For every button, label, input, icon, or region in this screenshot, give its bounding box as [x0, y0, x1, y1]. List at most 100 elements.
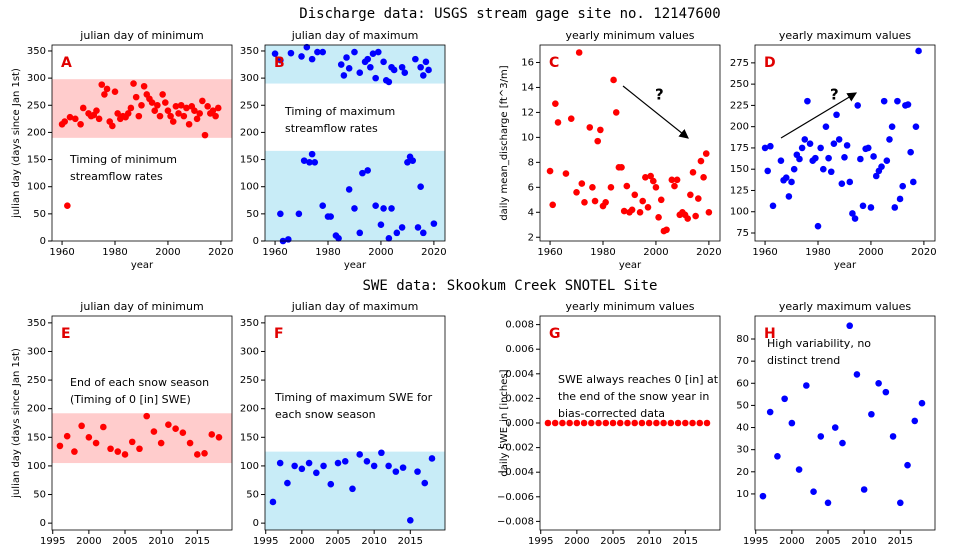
y-tick-label: 300	[27, 73, 46, 84]
y-tick-label: 275	[730, 58, 749, 69]
y-tick-label: 150	[27, 155, 46, 166]
point	[777, 157, 785, 164]
y-tick-label: 200	[27, 127, 46, 138]
x-tick-label: 2000	[155, 247, 180, 258]
point	[806, 140, 814, 147]
point	[414, 468, 421, 475]
y-tick-label: 100	[27, 182, 46, 193]
point	[372, 202, 379, 210]
point	[351, 48, 358, 56]
point	[345, 186, 353, 193]
arrow	[622, 85, 689, 139]
point	[314, 48, 321, 56]
point	[421, 479, 429, 487]
point	[781, 395, 788, 403]
y-tick-label: 2	[528, 232, 534, 243]
y-tick-label: 200	[730, 122, 749, 133]
x-tick-label: 2000	[643, 247, 668, 258]
y-tick-label: −0.006	[497, 492, 534, 503]
point	[71, 448, 78, 455]
y-tick-label: 50	[33, 209, 46, 220]
point	[804, 97, 811, 105]
point	[870, 153, 877, 160]
point	[363, 458, 371, 465]
x-tick-label: 2020	[208, 247, 233, 258]
point	[803, 382, 810, 389]
point	[180, 112, 188, 120]
point	[407, 516, 414, 524]
annotation: ?	[830, 86, 839, 104]
axes-frame	[51, 44, 233, 242]
axes-frame	[264, 44, 446, 242]
point	[554, 119, 562, 126]
point	[100, 423, 107, 431]
point	[668, 176, 676, 184]
point	[689, 169, 697, 176]
point	[567, 115, 575, 122]
point	[132, 93, 140, 101]
point	[831, 424, 839, 431]
point	[308, 150, 316, 158]
point	[689, 419, 696, 427]
point	[624, 419, 631, 427]
x-tick-label: 1980	[590, 247, 615, 258]
y-tick-label: 40	[736, 423, 749, 434]
point	[612, 109, 620, 116]
panel-title: yearly maximum values	[779, 300, 912, 313]
point	[833, 111, 840, 119]
point	[782, 174, 790, 182]
point	[546, 167, 554, 175]
x-axis-label: year	[344, 260, 367, 271]
point	[918, 399, 926, 407]
point	[904, 101, 912, 108]
x-tick-label: 1980	[102, 247, 127, 258]
point	[849, 210, 856, 217]
point	[179, 429, 187, 437]
point	[303, 43, 311, 51]
point	[167, 112, 174, 120]
x-tick-label: 2005	[325, 536, 350, 544]
point	[667, 419, 675, 427]
point	[853, 371, 861, 378]
point	[140, 82, 148, 90]
y-tick-label: 0.006	[505, 344, 534, 355]
point	[214, 104, 222, 112]
point	[580, 419, 588, 427]
point	[878, 163, 885, 170]
y-tick-label: 0.002	[505, 393, 534, 404]
point	[191, 107, 198, 114]
point	[616, 419, 624, 427]
point	[372, 74, 379, 82]
x-axis-label: year	[834, 260, 857, 271]
y-tick-label: 350	[240, 318, 259, 329]
annotation: Timing of maximum	[284, 105, 395, 118]
point	[343, 54, 350, 61]
point	[843, 142, 851, 149]
point	[369, 50, 377, 57]
point	[766, 408, 774, 416]
point	[319, 202, 327, 210]
point	[374, 48, 382, 56]
point	[215, 434, 223, 441]
point	[399, 464, 407, 471]
point	[208, 431, 216, 438]
point	[177, 101, 185, 109]
point	[380, 58, 387, 66]
x-tick-label: 2015	[673, 536, 698, 544]
point	[300, 157, 308, 164]
annotation: each snow season	[275, 408, 376, 421]
point	[586, 124, 594, 131]
x-tick-label: 2000	[289, 536, 314, 544]
point	[78, 422, 85, 430]
annotation: Timing of maximum SWE for	[274, 391, 433, 404]
point	[393, 229, 401, 237]
y-axis-label: julian day (days since Jan 1st)	[11, 68, 22, 219]
point	[148, 99, 156, 106]
point	[702, 150, 710, 157]
point	[774, 453, 781, 460]
y-tick-label: 100	[730, 207, 749, 218]
point	[143, 412, 150, 420]
y-tick-label: 50	[33, 490, 46, 501]
x-tick-label: 2000	[779, 536, 804, 544]
point	[647, 172, 654, 180]
